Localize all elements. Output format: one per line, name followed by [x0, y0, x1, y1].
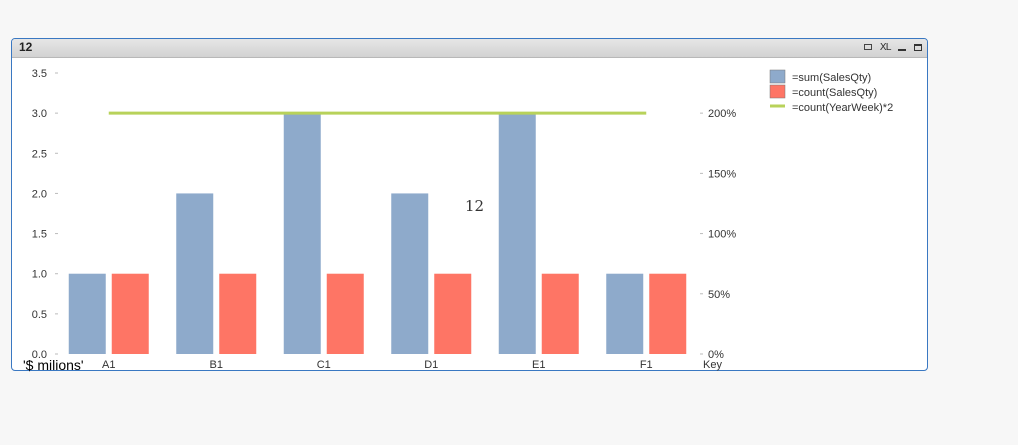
y-axis-tick-label: 2.5 — [32, 148, 47, 160]
x-axis-tick-label: A1 — [102, 359, 115, 371]
x-axis-tick-label: F1 — [640, 359, 653, 371]
x-axis-tick-label: B1 — [210, 359, 223, 371]
y-axis-tick-label: 3.5 — [32, 68, 47, 80]
legend-entry: =count(SalesQty) — [792, 87, 877, 99]
bar-count-salesqty-f1 — [649, 273, 687, 354]
legend-swatch — [769, 69, 786, 84]
bar-count-salesqty-e1 — [541, 273, 579, 354]
bar-sum-salesqty-e1 — [498, 113, 536, 355]
x-axis-tick-label: C1 — [317, 359, 331, 371]
y2-axis-tick-label: 150% — [708, 168, 736, 180]
x-axis-label: Key — [703, 359, 722, 371]
y-axis-unit-label: '$ milions' — [23, 357, 84, 373]
y2-axis-tick-label: 50% — [708, 289, 730, 301]
bar-count-salesqty-b1 — [219, 273, 257, 354]
bar-sum-salesqty-f1 — [606, 273, 644, 354]
bar-sum-salesqty-d1 — [391, 193, 429, 354]
xl-icon[interactable]: XL — [879, 41, 891, 53]
legend-swatch — [769, 84, 786, 99]
bar-count-salesqty-a1 — [111, 273, 149, 354]
y-axis-tick-label: 0.0 — [32, 349, 47, 361]
y2-axis-tick-label: 200% — [708, 108, 736, 120]
y-axis-tick-label: 2.0 — [32, 188, 47, 200]
x-axis-tick-label: D1 — [424, 359, 438, 371]
window-titlebar[interactable]: 12 XL — [12, 39, 927, 58]
y2-axis-tick-label: 0% — [708, 349, 724, 361]
bar-sum-salesqty-c1 — [283, 113, 321, 355]
minimize-icon[interactable] — [896, 41, 908, 53]
legend-entry: =count(YearWeek)*2 — [792, 102, 893, 114]
window-title: 12 — [19, 40, 33, 54]
bar-sum-salesqty-a1 — [68, 273, 106, 354]
y-axis-tick-label: 1.0 — [32, 269, 47, 281]
chart-annotation: 12 — [465, 197, 484, 215]
legend-entry: =sum(SalesQty) — [792, 72, 871, 84]
y-axis-tick-label: 0.5 — [32, 309, 47, 321]
bar-count-salesqty-d1 — [434, 273, 472, 354]
bar-count-salesqty-c1 — [326, 273, 364, 354]
y2-axis-tick-label: 100% — [708, 229, 736, 241]
window-controls: XL — [862, 41, 924, 53]
maximize-icon[interactable] — [912, 41, 924, 53]
y-axis-tick-label: 1.5 — [32, 229, 47, 241]
y-axis-tick-label: 3.0 — [32, 108, 47, 120]
x-axis-tick-label: E1 — [532, 359, 545, 371]
bar-sum-salesqty-b1 — [176, 193, 214, 354]
print-icon[interactable] — [862, 41, 874, 53]
